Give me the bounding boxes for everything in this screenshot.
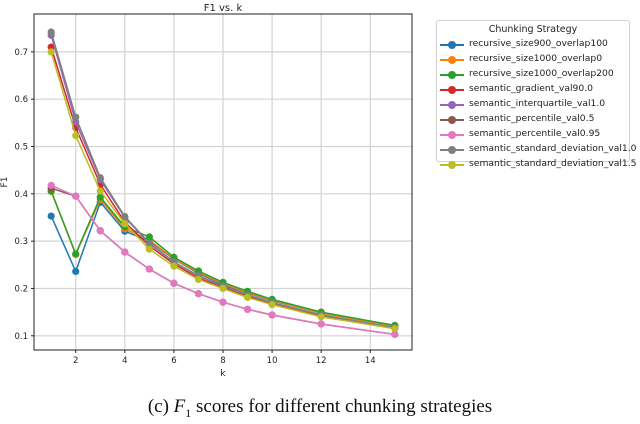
x-tick-label: 2 — [73, 356, 78, 366]
legend-marker-icon — [448, 56, 456, 64]
data-point — [170, 279, 178, 287]
legend-marker-icon — [448, 116, 456, 124]
y-tick-label: 0.6 — [14, 95, 28, 105]
y-axis-label: F1 — [0, 177, 10, 188]
data-point — [243, 293, 252, 302]
data-point — [96, 193, 104, 201]
legend-label: semantic_standard_deviation_val1.0 — [469, 143, 637, 154]
data-point — [72, 192, 80, 200]
legend-marker-icon — [448, 101, 456, 109]
data-point — [194, 290, 203, 298]
x-tick-label: 12 — [316, 356, 327, 366]
y-axis-ticks: 0.1 0.2 0.3 0.4 0.5 0.6 0.7 — [14, 48, 34, 342]
data-point — [96, 174, 104, 182]
y-tick-label: 0.3 — [14, 237, 28, 247]
x-tick-label: 4 — [122, 356, 127, 366]
series-semantic-standard-deviation-val1-5 — [47, 48, 399, 333]
legend-item: semantic_percentile_val0.5 — [437, 112, 629, 127]
grid-lines — [34, 14, 412, 350]
legend-label: semantic_standard_deviation_val1.5 — [469, 158, 637, 169]
legend-label: recursive_size1000_overlap200 — [469, 68, 614, 79]
y-tick-label: 0.1 — [14, 332, 28, 342]
legend-label: recursive_size1000_overlap0 — [469, 53, 603, 64]
legend-item: semantic_interquartile_val1.0 — [437, 97, 629, 112]
data-point — [268, 311, 276, 319]
legend-items: recursive_size900_overlap100 recursive_si… — [437, 37, 637, 172]
data-point — [391, 330, 399, 338]
x-tick-label: 6 — [171, 356, 176, 366]
legend-label: semantic_percentile_val0.95 — [469, 128, 601, 139]
legend-marker-icon — [448, 41, 456, 49]
legend-label: semantic_gradient_val90.0 — [469, 83, 594, 94]
data-point — [243, 305, 252, 313]
legend-item: semantic_gradient_val90.0 — [437, 82, 629, 97]
series-layer — [47, 28, 399, 338]
caption-subscript: 1 — [185, 405, 192, 420]
data-point — [47, 212, 55, 220]
data-point — [121, 248, 129, 256]
data-point — [96, 227, 104, 235]
data-point — [145, 233, 153, 241]
legend-label: recursive_size900_overlap100 — [469, 38, 608, 49]
legend-marker-icon — [448, 71, 456, 79]
data-point — [72, 113, 80, 121]
y-tick-label: 0.2 — [14, 284, 28, 294]
legend: Chunking Strategy recursive_size900_over… — [436, 20, 637, 169]
x-tick-label: 8 — [220, 356, 225, 366]
x-axis-label: k — [220, 369, 226, 379]
data-point — [47, 181, 55, 189]
data-point — [47, 28, 55, 36]
y-tick-label: 0.7 — [14, 48, 28, 58]
x-axis-ticks: 2 4 6 8 10 12 14 — [73, 350, 376, 366]
data-point — [219, 298, 227, 306]
figure-caption: (c) F1 scores for different chunking str… — [0, 396, 640, 421]
series-semantic-percentile-val0-95 — [47, 181, 399, 338]
data-point — [72, 250, 80, 258]
data-point — [317, 320, 325, 328]
y-tick-label: 0.4 — [14, 190, 28, 200]
x-tick-label: 14 — [365, 356, 376, 366]
caption-prefix: (c) — [147, 396, 174, 417]
data-point — [145, 239, 153, 247]
data-point — [194, 275, 203, 284]
caption-suffix: scores for different chunking strategies — [191, 396, 493, 417]
legend-item: recursive_size1000_overlap200 — [437, 67, 629, 82]
data-point — [96, 187, 104, 195]
data-point — [219, 284, 227, 293]
data-point — [145, 265, 153, 273]
data-point — [317, 313, 325, 321]
legend-item: semantic_standard_deviation_val1.5 — [437, 157, 637, 172]
legend-marker-icon — [448, 131, 456, 139]
caption-math: F — [173, 396, 186, 417]
data-point — [121, 212, 129, 221]
legend-marker-icon — [448, 146, 456, 154]
x-tick-label: 10 — [267, 356, 278, 366]
chart-title: F1 vs. k — [204, 3, 243, 14]
y-tick-label: 0.5 — [14, 143, 28, 153]
legend-title: Chunking Strategy — [488, 24, 578, 35]
legend-label: semantic_interquartile_val1.0 — [469, 98, 606, 109]
data-point — [391, 325, 399, 333]
data-point — [72, 267, 80, 276]
data-point — [170, 262, 178, 270]
legend-item: semantic_standard_deviation_val1.0 — [437, 142, 637, 157]
legend-marker-icon — [448, 161, 456, 169]
data-point — [268, 300, 276, 309]
data-point — [145, 245, 153, 253]
legend-item: recursive_size1000_overlap0 — [437, 52, 629, 67]
data-point — [72, 132, 80, 140]
legend-marker-icon — [448, 86, 456, 94]
legend-item: semantic_percentile_val0.95 — [437, 127, 629, 142]
data-point — [121, 220, 129, 228]
data-point — [47, 48, 55, 56]
legend-item: recursive_size900_overlap100 — [437, 37, 629, 52]
legend-label: semantic_percentile_val0.5 — [469, 113, 595, 124]
